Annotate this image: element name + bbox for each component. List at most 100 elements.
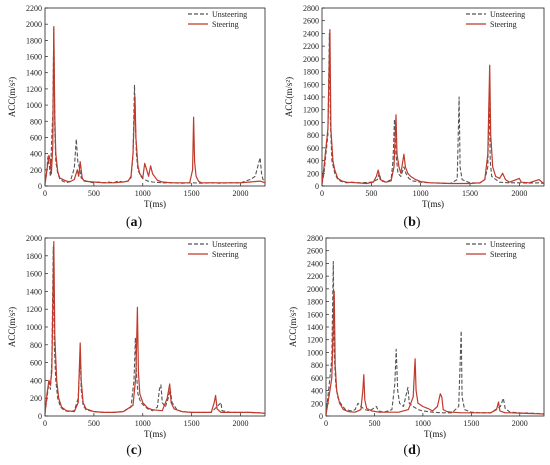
panel-c: 0 200 400 600 800 1000 1200 1400 1600 1800 2000 0 50… bbox=[7, 234, 266, 458]
y-axis-label: ACC(m/s²) bbox=[288, 307, 298, 347]
x-tick-label: 500 bbox=[365, 189, 377, 198]
y-tick-label: 800 bbox=[30, 341, 42, 350]
y-tick-label: 2800 bbox=[307, 234, 323, 243]
y-tick-label: 200 bbox=[30, 166, 42, 175]
x-tick-label: 500 bbox=[368, 419, 380, 428]
y-tick-label: 2000 bbox=[26, 20, 42, 29]
plot-frame bbox=[44, 237, 266, 417]
panel-label: (c) bbox=[126, 443, 142, 458]
x-tick-label: 1500 bbox=[184, 189, 200, 198]
x-tick-label: 0 bbox=[43, 419, 47, 428]
legend-label-steering: Steering bbox=[490, 250, 517, 259]
x-tick-label: 1000 bbox=[135, 189, 151, 198]
y-tick-label: 600 bbox=[311, 374, 323, 383]
y-tick-label: 200 bbox=[307, 169, 319, 178]
y-tick-label: 1800 bbox=[307, 298, 323, 307]
x-tick-label: 2000 bbox=[511, 189, 527, 198]
x-tick-label: 1000 bbox=[413, 189, 429, 198]
x-axis-label: T(ms) bbox=[424, 429, 446, 439]
x-tick-label: 1000 bbox=[415, 419, 431, 428]
y-axis-label: ACC(m/s²) bbox=[7, 307, 17, 347]
y-tick-label: 2000 bbox=[307, 285, 323, 294]
y-tick-label: 1800 bbox=[26, 252, 42, 261]
x-tick-label: 1500 bbox=[463, 419, 479, 428]
legend-label-unsteering: Unsteering bbox=[212, 240, 247, 249]
series-line-unsteering bbox=[322, 32, 544, 185]
y-tick-label: 2000 bbox=[26, 234, 42, 243]
legend-label-unsteering: Unsteering bbox=[212, 10, 247, 19]
y-tick-label: 1600 bbox=[307, 310, 323, 319]
legend-label-steering: Steering bbox=[490, 20, 517, 29]
y-tick-label: 2600 bbox=[303, 17, 319, 26]
series-line-unsteering bbox=[326, 260, 544, 415]
y-tick-label: 1800 bbox=[26, 36, 42, 45]
y-tick-label: 1800 bbox=[303, 68, 319, 77]
y-tick-label: 1200 bbox=[303, 106, 319, 115]
y-tick-label: 1200 bbox=[307, 336, 323, 345]
x-tick-label: 1500 bbox=[462, 189, 478, 198]
legend-label-steering: Steering bbox=[212, 250, 239, 259]
plot-frame bbox=[321, 7, 545, 187]
y-tick-label: 1000 bbox=[307, 348, 323, 357]
series-line-steering bbox=[45, 241, 265, 415]
y-tick-label: 2400 bbox=[307, 259, 323, 268]
y-axis-label: ACC(m/s²) bbox=[284, 77, 294, 117]
y-tick-label: 1400 bbox=[26, 287, 42, 296]
x-axis-label: T(ms) bbox=[422, 199, 444, 209]
y-tick-label: 400 bbox=[30, 376, 42, 385]
panel-b: 0 200 400 600 800 1000 1200 1400 1600 1800 2000 220… bbox=[284, 4, 545, 230]
series-line-steering bbox=[326, 290, 544, 415]
y-tick-label: 400 bbox=[311, 387, 323, 396]
x-tick-label: 2000 bbox=[512, 419, 528, 428]
y-tick-label: 2600 bbox=[307, 247, 323, 256]
y-tick-label: 0 bbox=[38, 182, 42, 191]
x-tick-label: 0 bbox=[324, 419, 328, 428]
y-tick-label: 1400 bbox=[26, 69, 42, 78]
legend-label-steering: Steering bbox=[212, 20, 239, 29]
plot-frame bbox=[325, 237, 545, 417]
y-tick-label: 200 bbox=[30, 394, 42, 403]
y-tick-label: 1200 bbox=[26, 305, 42, 314]
legend-label-unsteering: Unsteering bbox=[490, 240, 525, 249]
panel-label: (a) bbox=[126, 215, 143, 230]
x-tick-label: 2000 bbox=[233, 189, 249, 198]
series-line-unsteering bbox=[45, 27, 265, 184]
y-tick-label: 2000 bbox=[303, 55, 319, 64]
y-tick-label: 0 bbox=[38, 412, 42, 421]
x-tick-label: 1500 bbox=[184, 419, 200, 428]
y-tick-label: 1000 bbox=[26, 101, 42, 110]
x-tick-label: 0 bbox=[320, 189, 324, 198]
panel-label: (d) bbox=[403, 443, 420, 458]
y-tick-label: 0 bbox=[319, 412, 323, 421]
y-tick-label: 600 bbox=[30, 133, 42, 142]
series-line-steering bbox=[322, 29, 544, 185]
y-tick-label: 0 bbox=[315, 182, 319, 191]
y-tick-label: 1600 bbox=[303, 80, 319, 89]
panel-d: 0 200 400 600 800 1000 1200 1400 1600 1800 2000 220… bbox=[288, 234, 545, 458]
y-tick-label: 1600 bbox=[26, 270, 42, 279]
y-tick-label: 2800 bbox=[303, 4, 319, 13]
x-axis-label: T(ms) bbox=[144, 429, 166, 439]
y-tick-label: 1000 bbox=[303, 118, 319, 127]
y-tick-label: 2400 bbox=[303, 29, 319, 38]
legend-label-unsteering: Unsteering bbox=[490, 10, 525, 19]
y-tick-label: 200 bbox=[311, 399, 323, 408]
x-axis-label: T(ms) bbox=[144, 199, 166, 209]
y-tick-label: 1000 bbox=[26, 323, 42, 332]
y-axis-label: ACC(m/s²) bbox=[7, 77, 17, 117]
x-tick-label: 500 bbox=[88, 419, 100, 428]
y-tick-label: 600 bbox=[30, 359, 42, 368]
y-tick-label: 800 bbox=[311, 361, 323, 370]
panel-a: 0 200 400 600 800 1000 1200 1400 1600 1800 2000 220… bbox=[7, 4, 266, 230]
y-tick-label: 600 bbox=[307, 144, 319, 153]
x-tick-label: 0 bbox=[43, 189, 47, 198]
y-tick-label: 2200 bbox=[303, 42, 319, 51]
panel-label: (b) bbox=[403, 215, 420, 230]
y-tick-label: 400 bbox=[30, 150, 42, 159]
y-tick-label: 800 bbox=[30, 117, 42, 126]
y-tick-label: 2200 bbox=[26, 4, 42, 13]
x-tick-label: 2000 bbox=[233, 419, 249, 428]
series-line-unsteering bbox=[45, 246, 265, 414]
plot-frame bbox=[44, 7, 266, 187]
